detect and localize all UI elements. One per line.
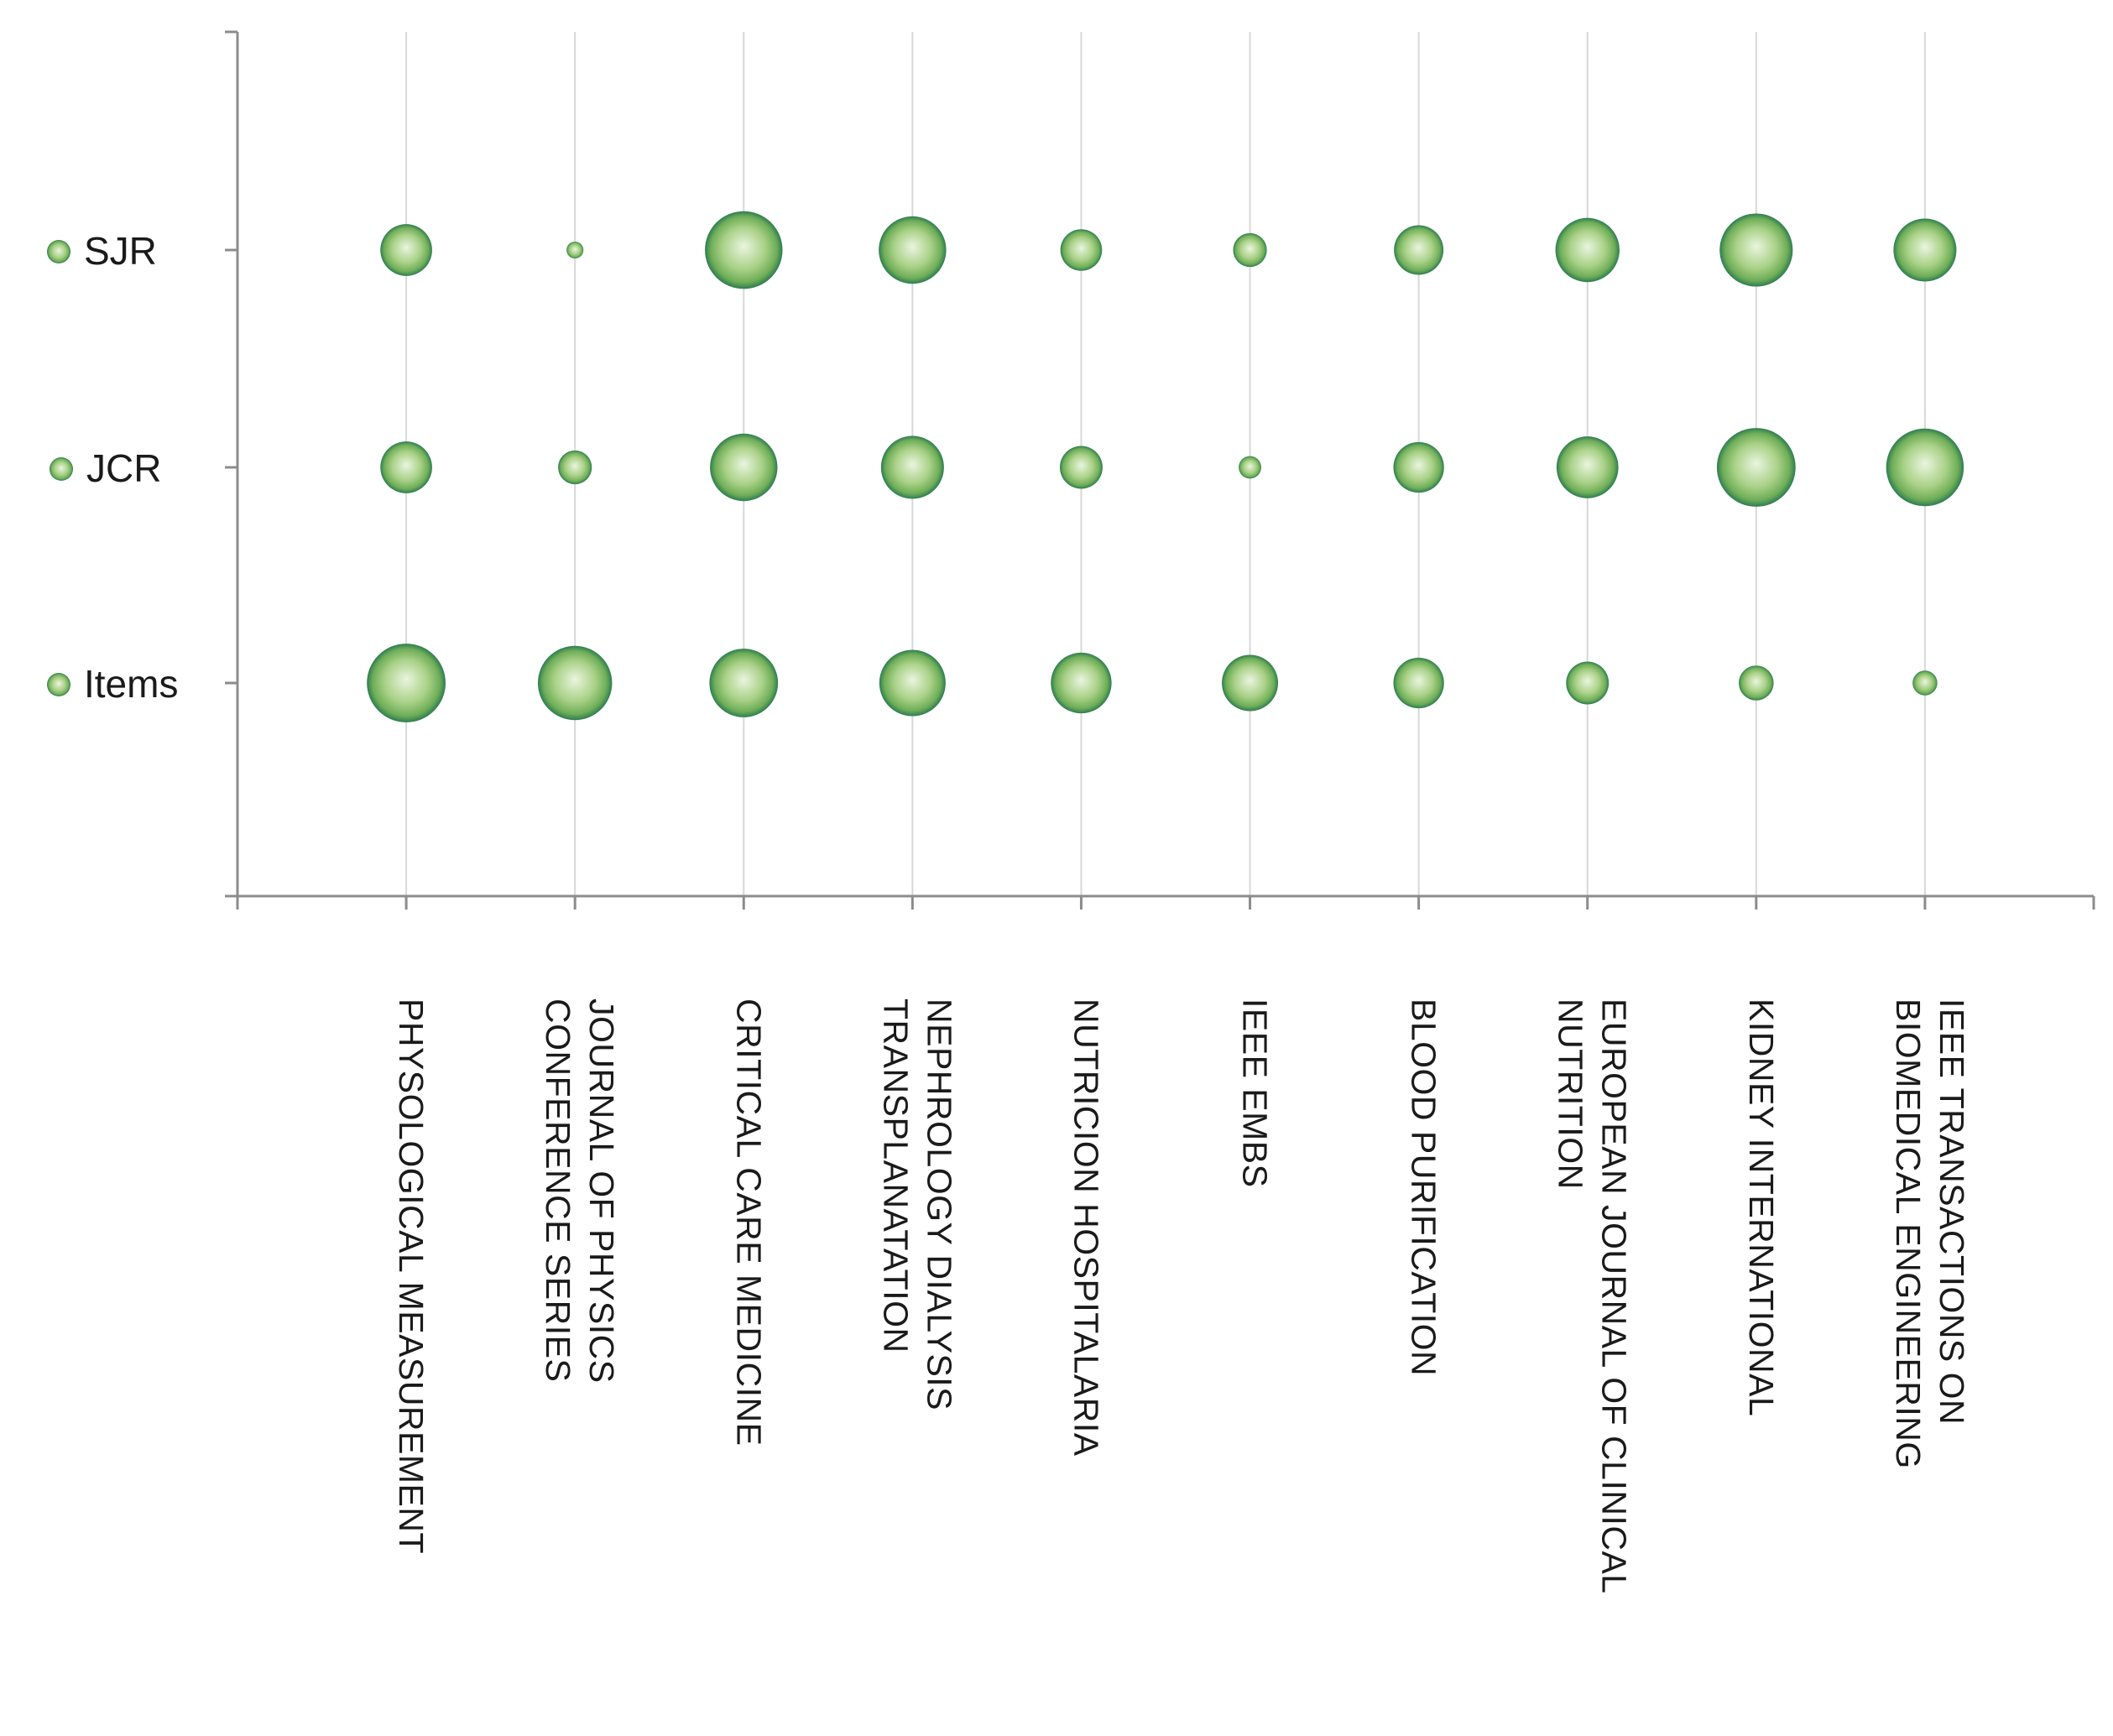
category-label-1: PHYSOLOGICAL MEASUREMENT (392, 998, 430, 1554)
bubble-sjr-6 (1233, 232, 1267, 268)
bubble-jcr-5 (1059, 446, 1103, 489)
bubble-sjr-3 (705, 211, 783, 289)
bubble-items-2 (537, 645, 613, 721)
plot-area (237, 32, 2094, 896)
bubble-sjr-9 (1719, 213, 1793, 287)
row-label-sjr: SJR (84, 229, 157, 273)
bubble-jcr-1 (380, 441, 432, 493)
bubble-sjr-5 (1060, 229, 1103, 271)
category-label-3: CRITICAL CARE MEDICINE (729, 998, 768, 1446)
category-label-9: KIDNEY INTERNATIONAL (1742, 998, 1781, 1416)
x-axis-ticks (236, 896, 2095, 910)
bubble-items-4 (879, 649, 946, 717)
bubble-jcr-3 (710, 433, 778, 502)
axes (225, 30, 2094, 898)
bubble-items-3 (709, 649, 779, 717)
bubble-jcr-7 (1393, 441, 1444, 493)
bubble-jcr-10 (1886, 428, 1964, 507)
bubble-sjr-7 (1394, 225, 1444, 275)
category-label-5: NUTRICION HOSPITALARIA (1067, 998, 1105, 1457)
category-label-7: BLOOD PURIFICATION (1405, 998, 1443, 1376)
category-label-10-line-1: IEEE TRANSACTIONS ON (1933, 998, 1971, 1425)
category-label-10-line-2: BIOMEDICAL ENGINEERING (1889, 998, 1928, 1469)
bubble-sjr-8 (1555, 217, 1620, 283)
bubble-items-5 (1051, 652, 1112, 714)
bubble-jcr-6 (1239, 456, 1261, 479)
bubble-items-9 (1739, 665, 1774, 701)
bubble-jcr-9 (1716, 428, 1796, 507)
row-labels: SJR JCR Items (47, 229, 237, 706)
bubbles (367, 211, 1964, 722)
row-label-jcr: JCR (86, 446, 161, 490)
bubble-sjr-10 (1893, 218, 1957, 282)
legend-marker-jcr (50, 457, 73, 481)
bubble-jcr-8 (1556, 436, 1619, 498)
bubble-sjr-1 (380, 224, 432, 276)
bubble-items-8 (1566, 661, 1610, 705)
row-label-items: Items (84, 662, 178, 706)
bubble-jcr-4 (880, 435, 944, 499)
category-label-4-line-2: TRANSPLANATATION (876, 998, 915, 1353)
legend-marker-items (47, 673, 70, 696)
category-label-6: IEEE EMBS (1236, 998, 1275, 1188)
category-label-4-line-1: NEPHROLOGY DIALYSIS (920, 998, 958, 1410)
category-label-2-line-1: JOURNAL OF PHYSICS (582, 998, 621, 1384)
bubble-items-7 (1393, 657, 1444, 709)
bubble-items-1 (367, 644, 446, 722)
category-label-2-line-2: CONFERENCE SERIES (539, 998, 577, 1382)
bubble-sjr-4 (879, 216, 947, 284)
bubble-sjr-2 (566, 241, 584, 259)
bubble-items-6 (1222, 654, 1279, 712)
category-labels: PHYSOLOGICAL MEASUREMENT JOURNAL OF PHYSI… (392, 998, 1971, 1594)
bubble-items-10 (1912, 670, 1938, 696)
bubble-jcr-2 (558, 450, 592, 485)
category-label-8-line-2: NUTRITION (1552, 998, 1590, 1190)
category-label-8-line-1: EUROPEAN JOURNAL OF CLINICAL (1595, 998, 1634, 1594)
legend-marker-sjr (47, 240, 70, 263)
